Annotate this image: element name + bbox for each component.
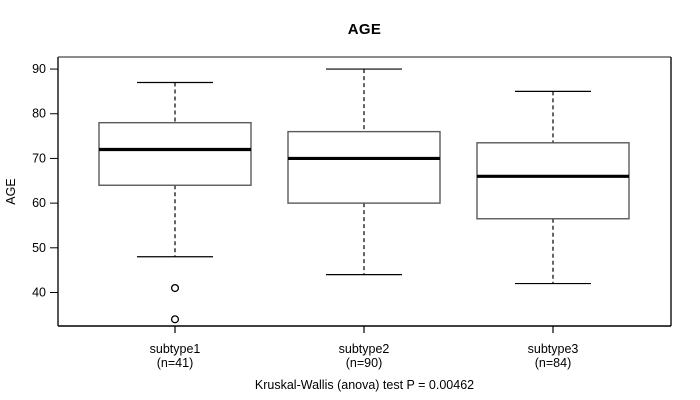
x-tick-sublabel: (n=90) (346, 356, 382, 370)
y-tick-label: 90 (32, 62, 46, 76)
iqr-box-subtype2 (287, 130, 441, 204)
y-axis-label: AGE (4, 178, 18, 204)
x-tick-label: subtype3 (528, 342, 579, 356)
x-tick-label: subtype1 (150, 342, 201, 356)
iqr-box-subtype3 (476, 142, 630, 220)
y-tick-label: 60 (32, 196, 46, 210)
y-tick-label: 40 (32, 285, 46, 299)
y-tick-label: 50 (32, 241, 46, 255)
x-tick-label: subtype2 (339, 342, 390, 356)
y-tick-label: 80 (32, 107, 46, 121)
x-tick-sublabel: (n=84) (535, 356, 571, 370)
outlier-point (170, 315, 180, 324)
chart-title: AGE (347, 21, 382, 38)
y-tick-label: 70 (32, 151, 46, 165)
x-tick-sublabel: (n=41) (157, 356, 193, 370)
outlier-point (170, 283, 180, 293)
stat-test-annotation: Kruskal-Wallis (anova) test P = 0.00462 (254, 378, 475, 392)
iqr-box-subtype1 (98, 121, 252, 186)
